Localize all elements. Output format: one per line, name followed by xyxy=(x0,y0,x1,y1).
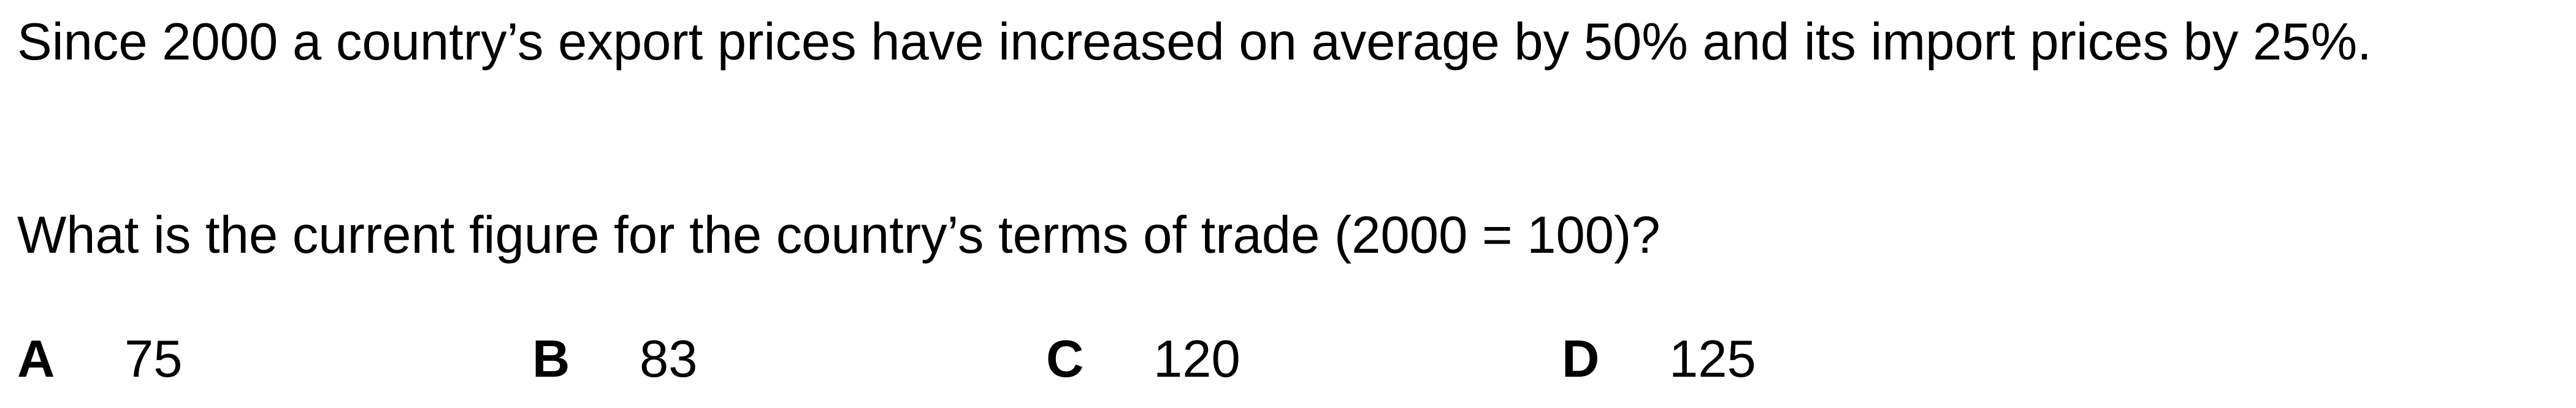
option-value: 120 xyxy=(1153,330,1240,388)
question-stem: Since 2000 a country’s export prices hav… xyxy=(17,13,2372,71)
option-value: 75 xyxy=(124,330,183,388)
option-b[interactable]: B 83 xyxy=(532,329,698,389)
option-a[interactable]: A 75 xyxy=(17,329,183,389)
option-value: 83 xyxy=(640,330,698,388)
option-letter: B xyxy=(532,330,570,388)
question-prompt: What is the current figure for the count… xyxy=(17,206,1661,264)
option-c[interactable]: C 120 xyxy=(1046,329,1240,389)
option-letter: A xyxy=(17,330,55,388)
option-d[interactable]: D 125 xyxy=(1562,329,1756,389)
option-letter: C xyxy=(1046,330,1084,388)
option-letter: D xyxy=(1562,330,1600,388)
option-value: 125 xyxy=(1669,330,1756,388)
answer-options: A 75 B 83 C 120 D 125 xyxy=(0,329,2576,389)
